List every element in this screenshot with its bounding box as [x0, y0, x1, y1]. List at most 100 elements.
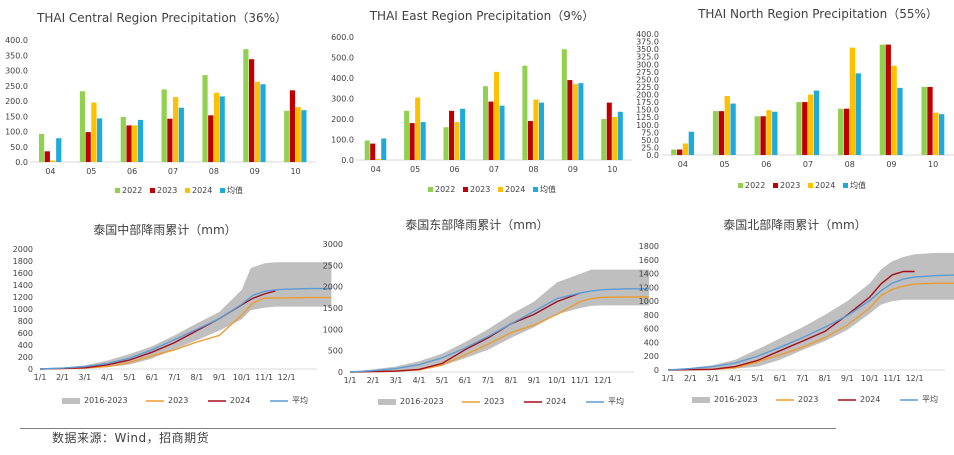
y-tick-label: 2000: [13, 245, 33, 254]
x-tick-label: 5/1: [123, 373, 136, 382]
x-tick-label: 09: [568, 165, 578, 174]
legend-label: 均值: [227, 185, 243, 195]
legend-swatch: [62, 398, 80, 404]
y-tick-label: 1600: [639, 256, 659, 265]
x-tick-label: 9/1: [213, 373, 226, 382]
band-2016-2023: [40, 262, 332, 369]
y-tick-label: 400.0: [5, 36, 28, 45]
bar-06-2023: [126, 125, 132, 162]
legend-label: 2022: [122, 186, 142, 195]
x-tick-label: 06: [127, 167, 137, 176]
y-tick-label: 325.0: [636, 53, 659, 62]
legend-label: 2022: [745, 181, 765, 190]
y-tick-label: 175.0: [636, 98, 659, 107]
line-2024: [349, 292, 581, 373]
x-tick-label: 3/1: [706, 374, 719, 383]
x-tick-label: 7/1: [796, 374, 809, 383]
y-tick-label: 25.0: [641, 143, 659, 152]
bar-06-2024: [766, 110, 772, 155]
legend-swatch: [692, 397, 710, 403]
bar-04-2022: [671, 149, 677, 155]
bar-07-2022: [482, 86, 488, 160]
y-tick-label: 400.0: [636, 30, 659, 39]
legend-label: 2023: [798, 395, 818, 404]
y-tick-label: 2000: [323, 283, 343, 292]
chart-title: 泰国东部降雨累计（mm）: [405, 217, 548, 232]
legend-label: 2024: [860, 395, 880, 404]
chart-title: THAI North Region Precipitation（55%）: [697, 7, 938, 21]
bar-07-2022: [796, 102, 802, 155]
y-tick-label: 1200: [639, 283, 659, 292]
y-tick-label: 1000: [323, 325, 343, 334]
cumulative-chart-1: 泰国中部降雨累计（mm） 0 200 400 600 800 1000 1200 1400 160…: [13, 222, 332, 405]
legend-label: 2024: [505, 185, 525, 194]
x-tick-label: 07: [489, 165, 499, 174]
bar-10-2024: [933, 112, 939, 155]
x-tick-label: 05: [86, 167, 96, 176]
x-tick-label: 04: [45, 167, 55, 176]
bar-09-2024: [254, 81, 260, 162]
legend-swatch: [150, 188, 155, 193]
bar-08-2024: [849, 47, 856, 155]
bar-08-2023: [843, 108, 850, 155]
bar-10-2023: [289, 90, 296, 162]
y-tick-label: 50.0: [10, 143, 28, 152]
legend-swatch: [773, 183, 778, 188]
source-divider: [20, 428, 836, 429]
x-tick-label: 05: [719, 160, 729, 169]
legend-label: 2024: [815, 181, 835, 190]
cumulative-chart-2: 泰国东部降雨累计（mm） 0 500 1000 1500 2000 2500 3000 1/1 2…: [323, 217, 649, 406]
legend-label: 平均: [292, 395, 308, 405]
bar-08-2022: [522, 65, 528, 160]
y-tick-label: 500: [328, 347, 343, 356]
x-tick-label: 12/1: [278, 373, 296, 382]
y-tick-label: 200: [18, 353, 33, 362]
x-tick-label: 11/1: [883, 374, 901, 383]
bar-06-均值: [137, 119, 144, 162]
x-tick-label: 04: [371, 165, 381, 174]
bar-05-均值: [420, 122, 426, 160]
x-tick-label: 10/1: [861, 374, 879, 383]
bar-04-2022: [364, 140, 370, 160]
bar-10-2022: [921, 86, 927, 155]
bar-10-2024: [295, 107, 301, 162]
y-tick-label: 300.0: [636, 60, 659, 69]
bar-04-2024: [50, 160, 56, 162]
bar-chart-2: THAI East Region Precipitation（9%）0.0100…: [331, 9, 632, 194]
bar-05-2023: [85, 132, 91, 162]
y-tick-label: 600: [644, 325, 659, 334]
legend-swatch: [533, 187, 538, 192]
x-tick-label: 10: [607, 165, 617, 174]
x-tick-label: 08: [845, 160, 855, 169]
x-tick-label: 1/1: [662, 374, 675, 383]
bar-05-2022: [712, 111, 719, 155]
bar-07-均值: [499, 105, 505, 160]
y-tick-label: 0.0: [15, 158, 28, 167]
bar-06-2023: [760, 116, 766, 155]
x-tick-label: 1/1: [34, 373, 47, 382]
bar-07-2023: [488, 101, 494, 160]
legend-label: 均值: [850, 180, 866, 190]
y-tick-label: 500.0: [331, 54, 354, 63]
legend-swatch: [738, 183, 743, 188]
y-tick-label: 150.0: [636, 106, 659, 115]
x-tick-label: 08: [209, 167, 219, 176]
line-2023: [39, 296, 332, 370]
bar-05-均值: [97, 118, 103, 162]
bar-09-均值: [260, 84, 266, 162]
x-tick-label: 08: [528, 165, 538, 174]
y-tick-label: 1000: [13, 305, 33, 314]
bar-09-2023: [885, 44, 891, 155]
y-tick-label: 275.0: [636, 68, 659, 77]
y-tick-label: 0.0: [646, 151, 659, 160]
x-tick-label: 3/1: [390, 376, 403, 385]
y-tick-label: 400.0: [331, 74, 354, 83]
bar-08-均值: [219, 96, 225, 162]
bar-05-2024: [91, 102, 97, 162]
bar-05-2022: [404, 110, 410, 160]
x-tick-label: 9/1: [841, 374, 854, 383]
y-tick-label: 150.0: [5, 112, 28, 121]
chart-title: 泰国中部降雨累计（mm）: [93, 222, 236, 237]
band-2016-2023: [350, 269, 649, 372]
x-tick-label: 07: [168, 167, 178, 176]
